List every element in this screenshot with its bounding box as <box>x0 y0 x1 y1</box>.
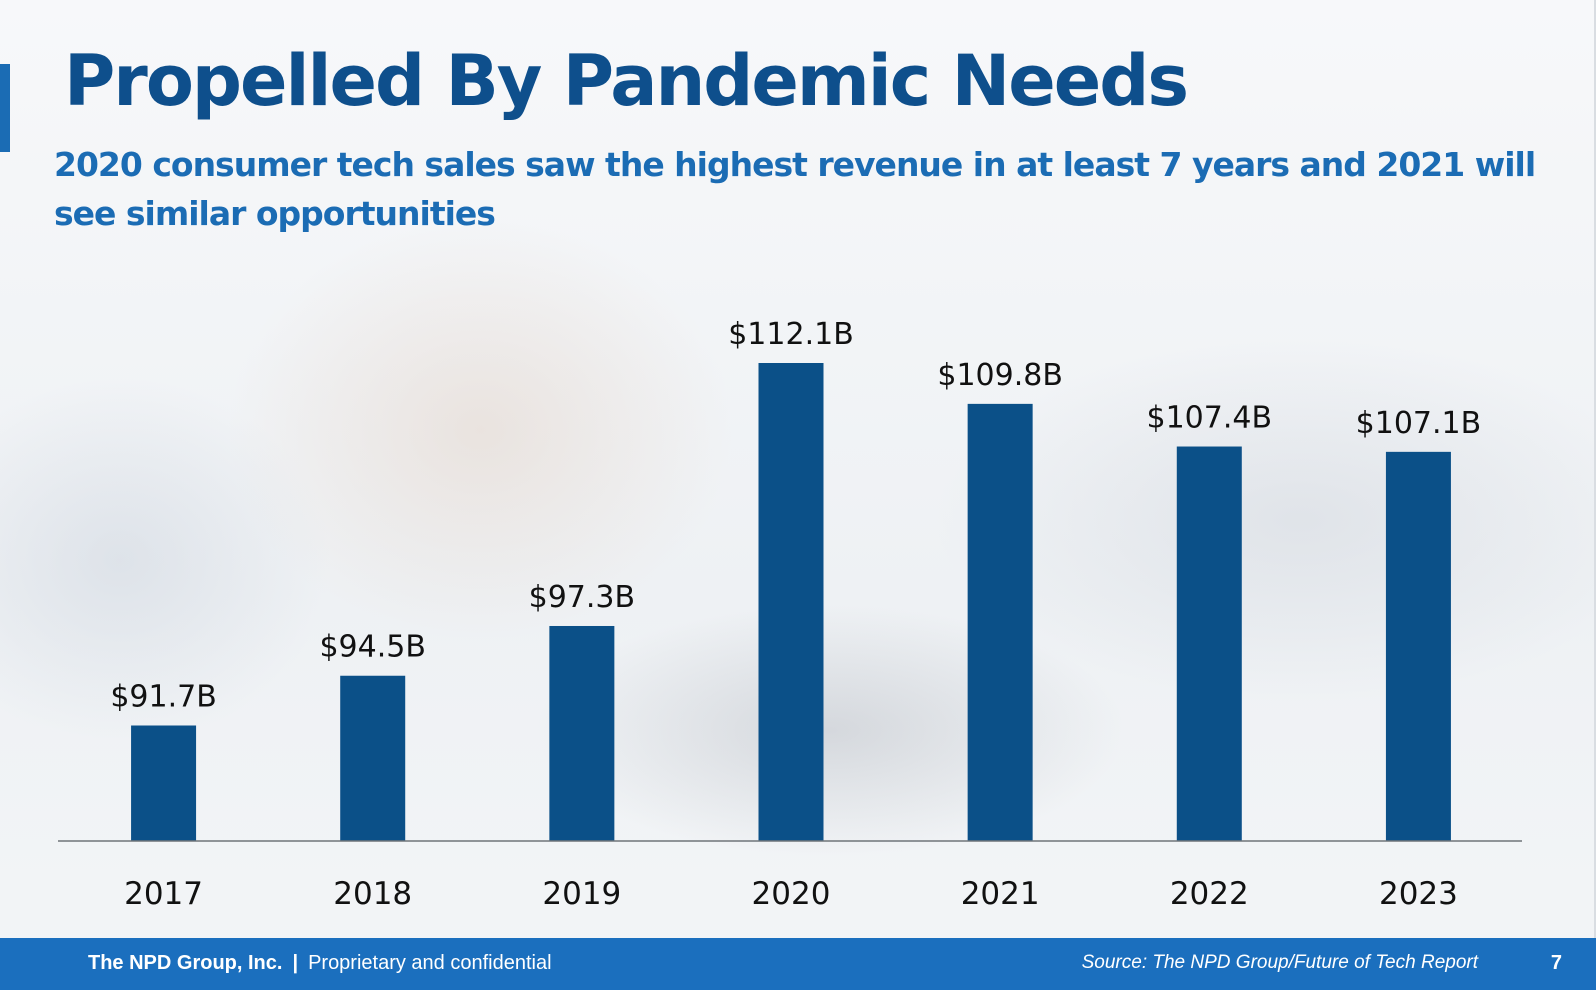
confidential-label: Proprietary and confidential <box>308 952 552 974</box>
bar-2021 <box>967 403 1033 841</box>
source-note: Source: The NPD Group/Future of Tech Rep… <box>1081 952 1478 973</box>
bar-2017 <box>131 725 197 841</box>
x-tick-label-2018: 2018 <box>333 876 412 912</box>
bar-2023 <box>1385 451 1451 841</box>
data-label-2023: $107.1B <box>1356 406 1482 441</box>
x-tick-label-2020: 2020 <box>752 876 831 912</box>
bar-2020 <box>758 363 824 841</box>
x-tick-label-2017: 2017 <box>124 876 203 912</box>
left-accent-bar <box>0 64 10 152</box>
x-tick-label-2019: 2019 <box>542 876 621 912</box>
footer-bar: The NPD Group, Inc. | Proprietary and conf… <box>0 938 1596 990</box>
data-labels-group: $91.7B $94.5B $97.3B $112.1B $109.8B $107.4B $… <box>110 317 1481 714</box>
data-label-2021: $109.8B <box>937 358 1063 393</box>
footer-separator: | <box>292 952 299 974</box>
slide-title: Propelled By Pandemic Needs <box>64 40 1189 122</box>
x-tick-label-2023: 2023 <box>1379 876 1458 912</box>
company-name: The NPD Group, Inc. <box>88 952 283 974</box>
data-label-2020: $112.1B <box>728 317 854 352</box>
footer-left: The NPD Group, Inc. | Proprietary and conf… <box>88 952 552 975</box>
bar-2022 <box>1176 446 1242 841</box>
x-tick-labels-group: 2017 2018 2019 2020 2021 2022 2023 <box>124 876 1458 912</box>
bars-group <box>131 363 1451 841</box>
slide-subtitle: 2020 consumer tech sales saw the highest… <box>54 145 1536 233</box>
bar-2019 <box>549 625 615 841</box>
page-number: 7 <box>1550 952 1562 974</box>
data-label-2019: $97.3B <box>529 580 635 615</box>
x-tick-label-2022: 2022 <box>1170 876 1249 912</box>
bar-2018 <box>340 675 406 841</box>
data-label-2022: $107.4B <box>1147 401 1273 436</box>
data-label-2018: $94.5B <box>319 630 425 665</box>
right-edge-line <box>1594 0 1596 938</box>
x-tick-label-2021: 2021 <box>961 876 1040 912</box>
data-label-2017: $91.7B <box>110 679 216 714</box>
